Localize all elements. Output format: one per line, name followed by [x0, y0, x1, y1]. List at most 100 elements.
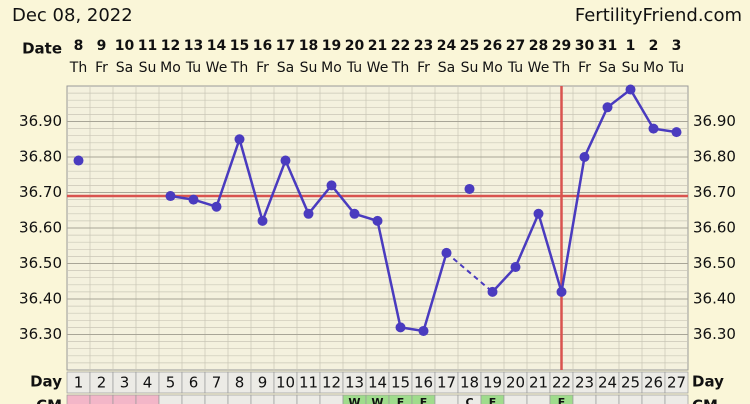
date-label: 28 [529, 38, 548, 54]
weekday-label: Sa [277, 60, 294, 76]
weekday-label: Mo [160, 60, 181, 76]
weekday-label: Mo [321, 60, 342, 76]
day-label: 17 [437, 374, 456, 392]
day-label: 1 [74, 374, 84, 392]
cm-row-label-right: CM [692, 397, 718, 404]
temperature-point [326, 180, 337, 191]
temperature-point [188, 194, 199, 205]
temperature-point [625, 84, 636, 95]
cm-cell [664, 394, 689, 404]
cm-cell [158, 394, 183, 404]
date-label: 2 [649, 38, 659, 54]
day-label: 15 [391, 374, 410, 392]
temperature-point [211, 201, 222, 212]
weekday-label: Fr [95, 60, 108, 76]
cm-cell [595, 394, 620, 404]
date-label: 23 [414, 38, 433, 54]
weekday-label: Fr [578, 60, 591, 76]
cm-label: W [371, 396, 383, 404]
date-label: 19 [322, 38, 341, 54]
temperature-point [280, 155, 291, 166]
dashed-connector [445, 252, 494, 293]
cm-cell [66, 394, 91, 404]
date-label: 14 [207, 38, 227, 54]
date-label: 26 [483, 38, 502, 54]
weekday-label: Tu [507, 60, 523, 76]
temperature-point [671, 127, 682, 138]
temperature-point [257, 215, 268, 226]
day-label: 2 [97, 374, 107, 392]
cm-cell [250, 394, 275, 404]
cm-label: W [348, 396, 360, 404]
day-label: 12 [322, 374, 341, 392]
day-label: 21 [529, 374, 548, 392]
y-tick-label-right: 36.40 [693, 290, 736, 308]
cm-label: E [397, 396, 405, 404]
weekday-label: Sa [116, 60, 133, 76]
weekday-label: Sa [599, 60, 616, 76]
date-label: 16 [253, 38, 272, 54]
day-label: 23 [575, 374, 594, 392]
temperature-point [303, 208, 314, 219]
weekday-label: Su [622, 60, 640, 76]
excluded-point [464, 183, 475, 194]
cm-cell [457, 394, 482, 404]
cm-cell [480, 394, 505, 404]
y-tick-label: 36.70 [19, 183, 62, 201]
weekday-label: We [206, 60, 228, 76]
day-cell [664, 371, 689, 394]
temperature-point [602, 102, 613, 113]
weekday-label: Th [230, 60, 248, 76]
weekday-label: Tu [668, 60, 684, 76]
cm-cell [434, 394, 459, 404]
day-label: 16 [414, 374, 433, 392]
y-tick-label-right: 36.50 [693, 254, 736, 272]
date-label: 31 [598, 38, 617, 54]
y-tick-label-right: 36.70 [693, 183, 736, 201]
cm-cell [549, 394, 574, 404]
date-label: 21 [368, 38, 387, 54]
weekday-label: Mo [482, 60, 503, 76]
cm-cell [296, 394, 321, 404]
day-label: 25 [621, 374, 640, 392]
date-label: 30 [575, 38, 595, 54]
weekday-label: Th [552, 60, 570, 76]
cm-cell [135, 394, 160, 404]
day-label: 18 [460, 374, 479, 392]
cm-cell [365, 394, 390, 404]
weekday-label: Fr [417, 60, 430, 76]
date-label: 22 [391, 38, 410, 54]
weekday-label: Su [461, 60, 479, 76]
day-label: 22 [552, 374, 571, 392]
cm-cell [618, 394, 643, 404]
weekday-label: Sa [438, 60, 455, 76]
weekday-label: Th [69, 60, 87, 76]
y-tick-label-right: 36.30 [693, 325, 736, 343]
cm-cell [342, 394, 367, 404]
temperature-point [349, 208, 360, 219]
temperature-point [418, 325, 429, 336]
day-label: 7 [212, 374, 222, 392]
day-label: 3 [120, 374, 130, 392]
weekday-label: Th [391, 60, 409, 76]
weekday-label: We [367, 60, 389, 76]
day-row-label: Day [30, 373, 62, 391]
date-label: 8 [74, 38, 84, 54]
cm-cell [112, 394, 137, 404]
day-label: 4 [143, 374, 153, 392]
y-tick-label: 36.30 [19, 325, 62, 343]
temperature-point [579, 152, 590, 162]
day-label: 26 [644, 374, 663, 392]
date-label: 12 [161, 38, 180, 54]
date-label: 13 [184, 38, 203, 54]
day-label: 11 [299, 374, 318, 392]
y-tick-label: 36.80 [19, 148, 62, 166]
day-label: 24 [598, 374, 617, 392]
date-label: 9 [97, 38, 107, 54]
cm-cell [411, 394, 436, 404]
site-name: FertilityFriend.com [575, 5, 742, 26]
day-label: 14 [368, 374, 387, 392]
cm-cell [227, 394, 252, 404]
day-label: 8 [235, 374, 245, 392]
